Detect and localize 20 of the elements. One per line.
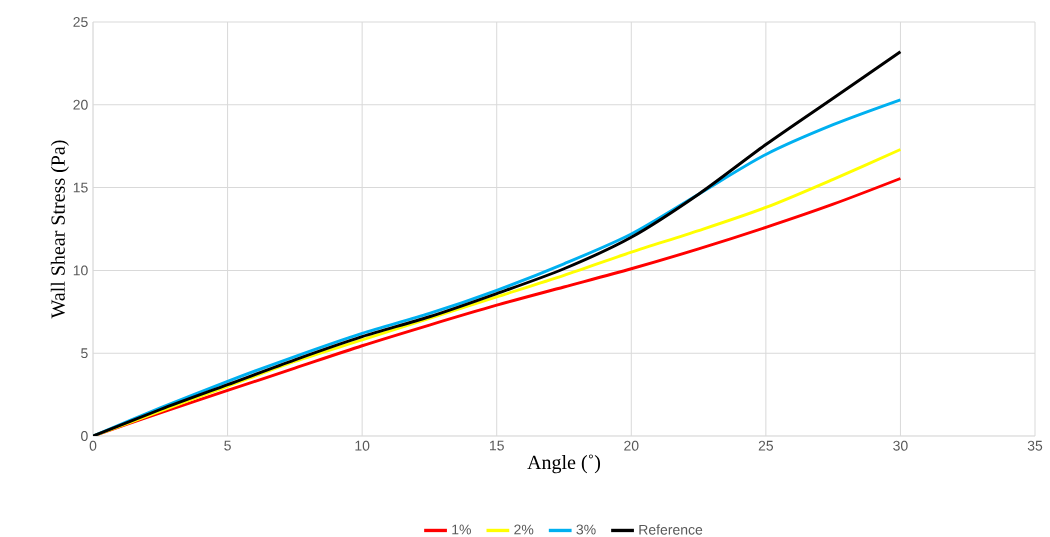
legend-label: Reference <box>639 524 703 535</box>
legend-label: 2% <box>514 524 534 535</box>
x-tick-label: 20 <box>624 440 639 451</box>
y-tick-label: 0 <box>81 431 88 441</box>
y-tick-label: 15 <box>73 182 88 193</box>
y-tick-label: 25 <box>73 17 88 27</box>
x-tick-label: 30 <box>893 440 908 451</box>
x-axis-title: Angle (˚) <box>527 454 601 474</box>
x-tick-label: 15 <box>490 440 504 451</box>
y-tick-label: 20 <box>73 99 88 110</box>
y-tick-label: 10 <box>73 265 88 276</box>
x-tick-label: 35 <box>1027 440 1043 451</box>
legend-label: 1% <box>452 524 471 535</box>
x-tick-label: 0 <box>89 440 97 451</box>
x-tick-label: 25 <box>758 440 774 451</box>
y-axis-title: Wall Shear Stress (Pa) <box>50 140 69 319</box>
legend-label: 3% <box>576 524 596 535</box>
y-tick-label: 5 <box>81 348 88 359</box>
x-tick-label: 10 <box>355 440 370 451</box>
x-tick-label: 5 <box>224 440 231 451</box>
